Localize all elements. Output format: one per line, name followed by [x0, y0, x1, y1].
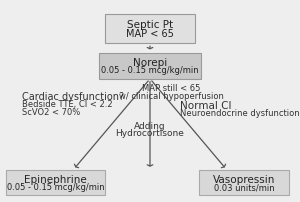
Text: Norepi: Norepi: [133, 58, 167, 68]
Text: Cardiac dysfunction?: Cardiac dysfunction?: [22, 91, 124, 101]
Text: Bedside TTE, CI < 2.2: Bedside TTE, CI < 2.2: [22, 100, 113, 108]
Text: 0.05 - 0.15 mcg/kg/min: 0.05 - 0.15 mcg/kg/min: [7, 182, 104, 191]
Text: Septic Pt: Septic Pt: [127, 20, 173, 30]
FancyBboxPatch shape: [6, 170, 105, 196]
Text: Adding: Adding: [134, 121, 166, 130]
FancyBboxPatch shape: [200, 170, 290, 196]
Text: w/ clinical hypoperfusion: w/ clinical hypoperfusion: [118, 91, 224, 100]
Text: 0.05 - 0.15 mcg/kg/min: 0.05 - 0.15 mcg/kg/min: [101, 66, 199, 75]
Text: Hydrocortisone: Hydrocortisone: [116, 129, 184, 138]
Text: Epinephrine: Epinephrine: [24, 174, 87, 184]
FancyBboxPatch shape: [99, 54, 201, 80]
Text: 0.03 units/min: 0.03 units/min: [214, 182, 275, 191]
Text: Normal CI: Normal CI: [180, 100, 232, 110]
Text: MAP < 65: MAP < 65: [126, 28, 174, 39]
Text: ScVO2 < 70%: ScVO2 < 70%: [22, 107, 81, 116]
FancyBboxPatch shape: [105, 15, 195, 43]
Text: Neuroendocrine dysfunction: Neuroendocrine dysfunction: [180, 108, 300, 117]
Text: Vasopressin: Vasopressin: [213, 174, 276, 184]
Text: MAP still < 65: MAP still < 65: [142, 84, 200, 93]
